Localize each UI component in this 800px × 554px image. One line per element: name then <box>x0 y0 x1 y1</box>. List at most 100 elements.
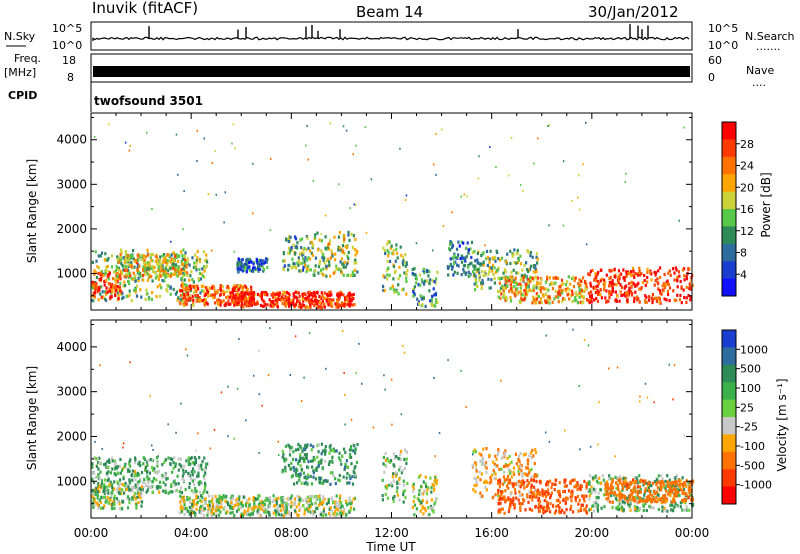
power-cell <box>490 266 493 270</box>
velocity-cell <box>140 470 144 475</box>
velocity-cell <box>284 465 287 469</box>
velocity-speck <box>278 454 280 457</box>
power-cell <box>296 241 299 245</box>
velocity-speck <box>220 391 223 394</box>
velocity-cell <box>116 489 119 493</box>
velocity-cell <box>505 484 509 488</box>
power-speck <box>203 137 205 140</box>
velocity-cell <box>656 479 659 483</box>
power-cell <box>638 271 641 275</box>
velocity-cell <box>659 482 662 486</box>
power-cell <box>110 254 114 258</box>
power-cell <box>177 296 180 300</box>
velocity-cell <box>497 488 500 493</box>
power-cell <box>331 304 334 308</box>
velocity-cell <box>385 464 388 469</box>
power-cell <box>308 290 311 294</box>
velocity-cell <box>635 509 638 513</box>
power-cell <box>334 302 337 306</box>
power-cell <box>329 256 332 260</box>
power-cell <box>181 300 184 304</box>
power-cell <box>142 261 146 265</box>
velocity-cell <box>133 492 136 496</box>
power-cell <box>173 265 177 269</box>
power-cell <box>519 282 522 286</box>
velocity-cell <box>195 494 198 498</box>
power-cell <box>305 298 308 302</box>
power-cell <box>347 273 350 277</box>
power-cell <box>467 248 470 252</box>
power-cell <box>161 267 164 271</box>
velocity-cell <box>398 468 401 472</box>
power-cell <box>159 255 162 259</box>
velocity-cell <box>304 497 307 501</box>
velocity-cell <box>119 482 122 486</box>
power-cell <box>559 284 562 289</box>
velocity-cell <box>624 497 627 501</box>
velocity-cell <box>234 503 237 507</box>
power-cell <box>163 279 166 283</box>
power-cell <box>263 304 266 308</box>
power-cell <box>546 275 549 279</box>
power-cell <box>493 255 497 259</box>
velocity-cell <box>642 497 645 501</box>
power-cell <box>463 263 466 268</box>
velocity-cell <box>649 492 652 496</box>
power-cell <box>536 276 539 280</box>
velocity-cell <box>686 483 689 487</box>
velocity-cell <box>688 508 691 512</box>
power-cell <box>497 266 500 270</box>
velocity-speck <box>261 404 263 407</box>
velocity-cell <box>203 468 206 472</box>
power-cell <box>293 305 296 309</box>
power-cell <box>199 277 202 281</box>
power-cell <box>116 274 119 278</box>
velocity-cell <box>521 502 524 506</box>
power-cell <box>557 295 560 299</box>
velocity-cell <box>128 460 131 464</box>
power-cell <box>162 272 165 276</box>
velocity-cell <box>636 505 639 510</box>
power-cell <box>422 267 425 271</box>
velocity-cell <box>543 498 546 503</box>
velocity-cell <box>542 511 545 515</box>
velocity-cell <box>181 475 184 479</box>
power-cell <box>494 259 497 263</box>
power-cell <box>456 263 459 267</box>
velocity-cell <box>309 499 312 503</box>
velocity-cell <box>683 500 686 504</box>
velocity-cell <box>604 485 607 489</box>
power-cell <box>211 293 214 297</box>
velocity-cell <box>668 486 672 490</box>
velocity-cell <box>112 487 116 491</box>
power-cell <box>318 238 321 242</box>
power-cell <box>253 302 256 306</box>
power-cell <box>634 284 637 288</box>
power-cell <box>123 280 126 284</box>
velocity-cell <box>207 507 210 511</box>
velocity-cell <box>144 465 147 469</box>
velocity-cell <box>298 508 301 512</box>
power-cell <box>645 295 648 299</box>
power-cell <box>558 292 561 296</box>
velocity-cell <box>617 493 620 497</box>
velocity-cell <box>340 462 343 466</box>
power-cell <box>349 297 352 302</box>
velocity-colorbar-label: 1000 <box>740 343 768 356</box>
velocity-cell <box>526 462 529 466</box>
power-cell <box>397 283 400 287</box>
velocity-cell <box>518 472 521 476</box>
power-cell <box>131 254 134 258</box>
power-cell <box>433 293 436 297</box>
power-cell <box>353 261 356 265</box>
power-cell <box>298 299 301 303</box>
power-cell <box>310 292 313 296</box>
power-cell <box>119 248 123 252</box>
power-cell <box>628 286 631 290</box>
velocity-cell <box>670 490 673 494</box>
power-cell <box>416 297 419 301</box>
velocity-cell <box>164 483 167 487</box>
velocity-cell <box>253 500 256 504</box>
power-cell <box>291 301 295 305</box>
power-cell <box>627 292 631 296</box>
